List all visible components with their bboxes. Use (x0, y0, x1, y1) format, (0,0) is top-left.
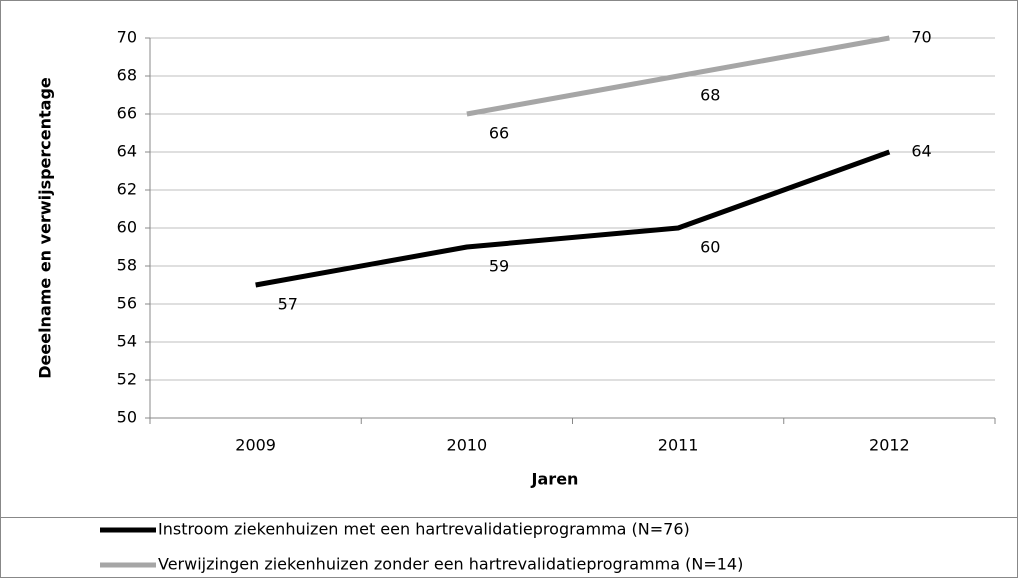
data-label: 70 (911, 28, 931, 47)
x-axis-label: Jaren (531, 470, 579, 489)
y-axis-label: Deeelname en verwijspercentage (36, 77, 55, 379)
y-tick-label: 68 (117, 66, 137, 85)
y-tick-label: 52 (117, 370, 137, 389)
x-tick-label: 2009 (235, 436, 276, 455)
data-label: 68 (700, 86, 720, 105)
data-label: 60 (700, 238, 720, 257)
series-line (466, 35, 890, 117)
legend-label: Instroom ziekenhuizen met een hartrevali… (158, 520, 690, 539)
y-tick-label: 50 (117, 408, 137, 427)
y-tick-label: 64 (117, 142, 137, 161)
legend-label: Verwijzingen ziekenhuizen zonder een har… (158, 555, 743, 574)
x-tick-label: 2011 (658, 436, 699, 455)
y-tick-label: 70 (117, 28, 137, 47)
data-label: 64 (911, 142, 931, 161)
y-tick-label: 66 (117, 104, 137, 123)
data-label: 66 (489, 124, 509, 143)
x-tick-label: 2012 (869, 436, 910, 455)
y-tick-label: 58 (117, 256, 137, 275)
y-tick-label: 60 (117, 218, 137, 237)
y-tick-label: 54 (117, 332, 137, 351)
data-label: 57 (278, 295, 298, 314)
y-tick-label: 62 (117, 180, 137, 199)
y-tick-label: 56 (117, 294, 137, 313)
data-label: 59 (489, 257, 509, 276)
series-line (255, 149, 891, 288)
x-tick-label: 2010 (447, 436, 488, 455)
